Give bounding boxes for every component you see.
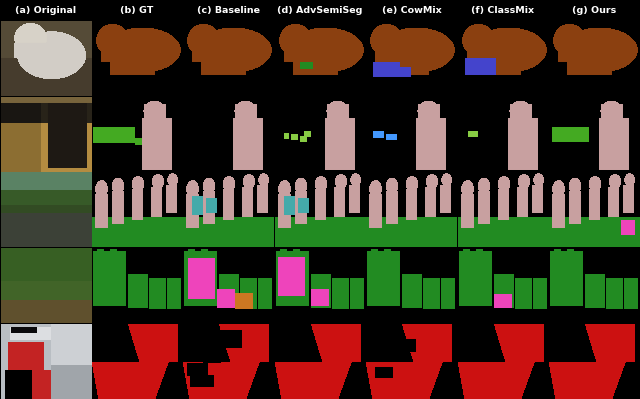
Text: (a) Original: (a) Original xyxy=(15,6,76,15)
Text: (b) GT: (b) GT xyxy=(120,6,154,15)
Text: (f) ClassMix: (f) ClassMix xyxy=(471,6,534,15)
Text: (g) Ours: (g) Ours xyxy=(572,6,616,15)
Text: (d) AdvSemiSeg: (d) AdvSemiSeg xyxy=(277,6,363,15)
Text: (e) CowMix: (e) CowMix xyxy=(381,6,442,15)
Text: (c) Baseline: (c) Baseline xyxy=(197,6,260,15)
